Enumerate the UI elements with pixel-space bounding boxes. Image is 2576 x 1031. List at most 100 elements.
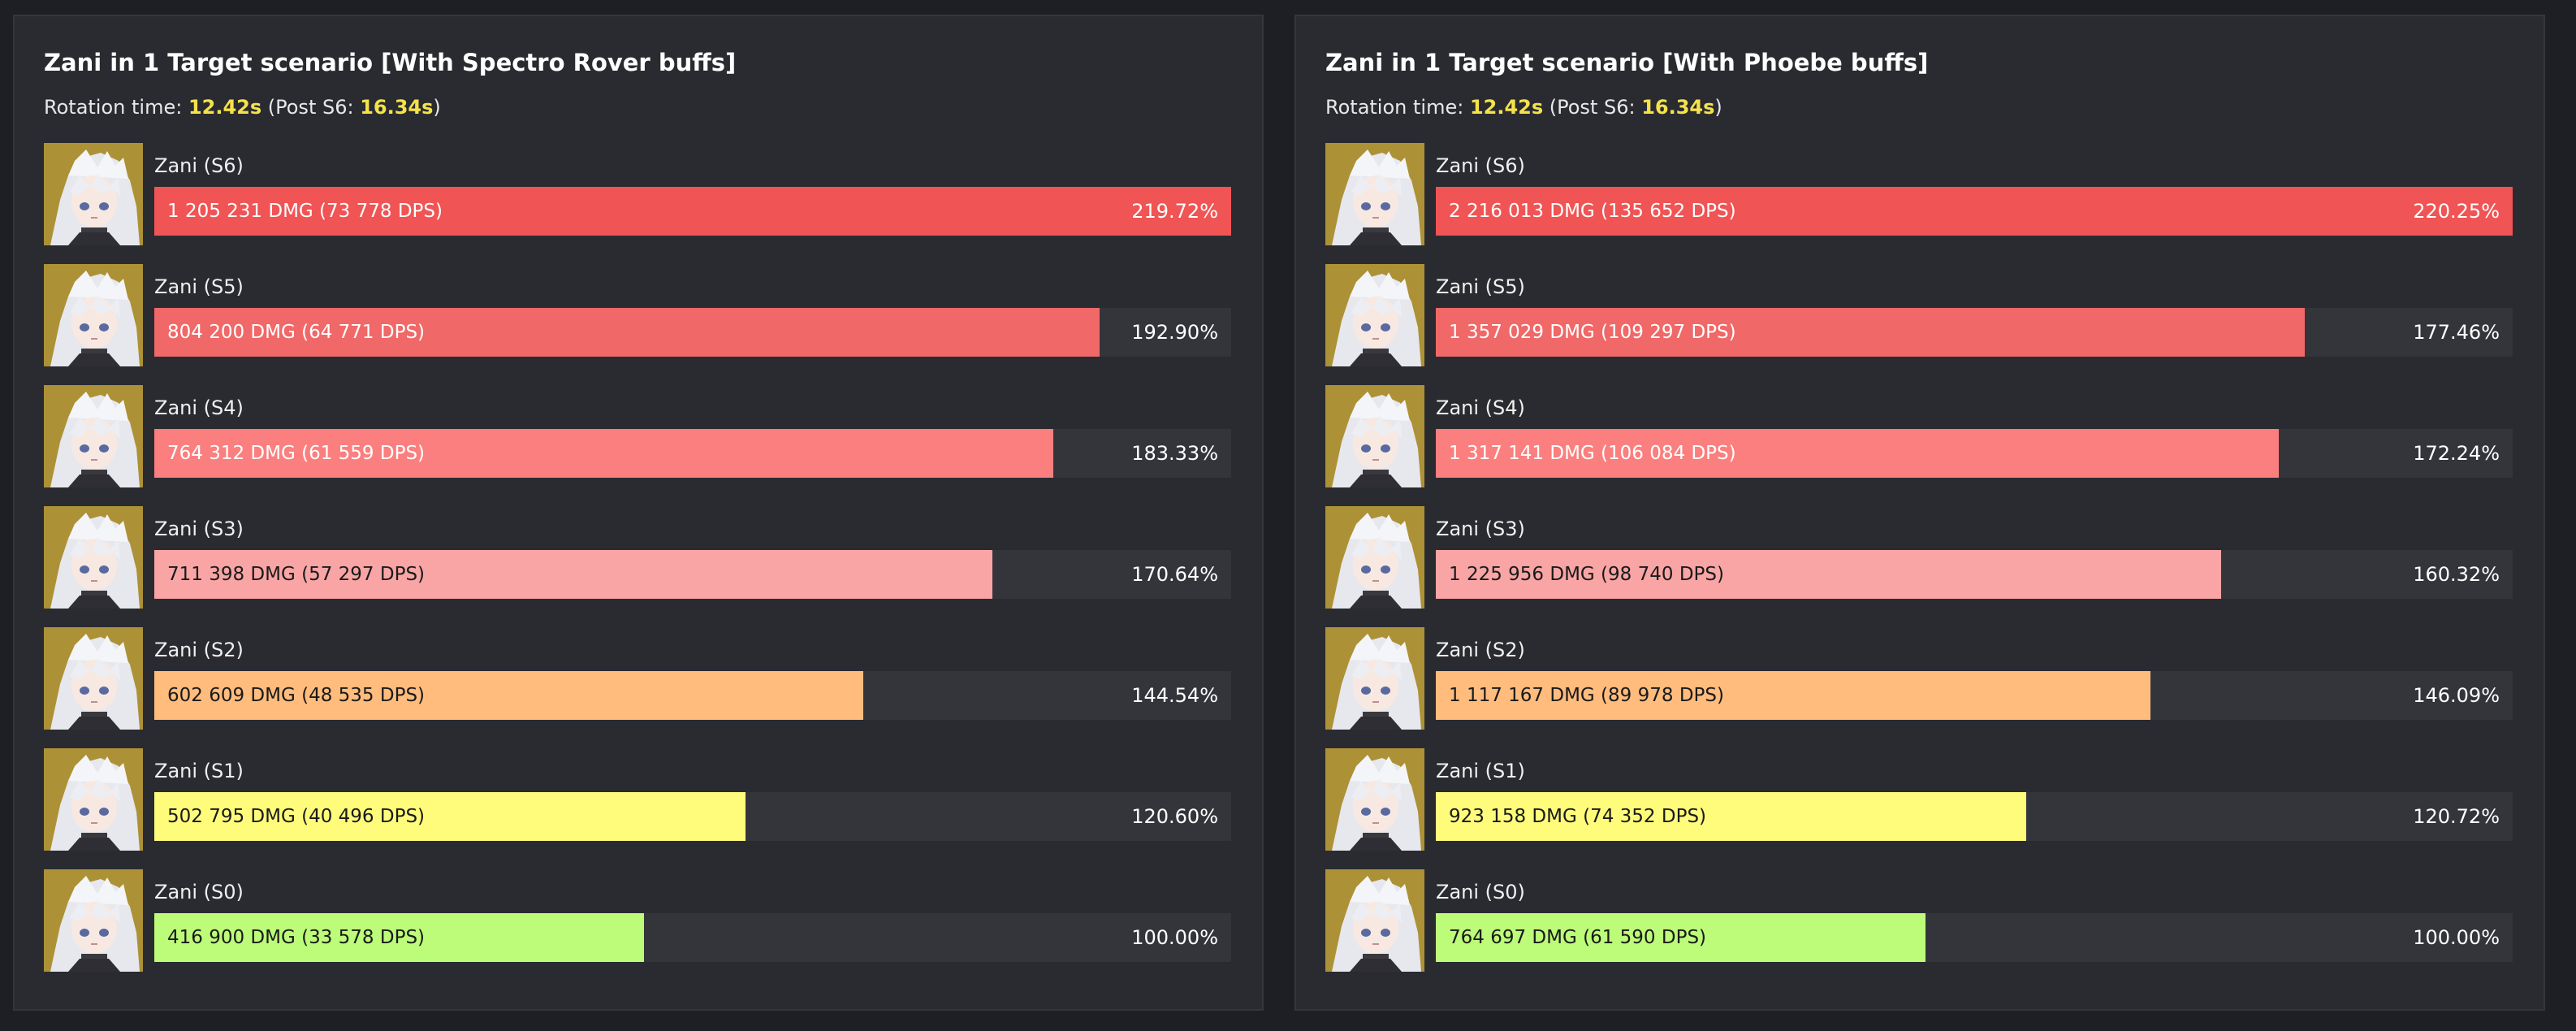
bar-percent-label: 192.90%	[1131, 321, 1218, 344]
zani-portrait-icon	[1325, 748, 1424, 851]
bar-fill	[154, 550, 992, 599]
bar-track: 711 398 DMG (57 297 DPS) 170.64%	[154, 550, 1231, 599]
bar-track: 1 225 956 DMG (98 740 DPS) 160.32%	[1436, 550, 2513, 599]
bar-fill	[1436, 429, 2279, 478]
bar-value-label: 602 609 DMG (48 535 DPS)	[167, 685, 426, 706]
bar-percent-label: 120.60%	[1131, 805, 1218, 828]
bar-row: Zani (S2) 602 609 DMG (48 535 DPS) 144.54%	[44, 627, 1231, 731]
zani-portrait-icon	[44, 506, 143, 609]
bar-percent-label: 146.09%	[2413, 684, 2500, 707]
bar-track: 1 205 231 DMG (73 778 DPS) 219.72%	[154, 187, 1231, 236]
category-label: Zani (S4)	[1436, 396, 1525, 419]
bar-row: Zani (S6) 2 216 013 DMG (135 652 DPS) 220.…	[1325, 143, 2513, 247]
bar-percent-label: 160.32%	[2413, 563, 2500, 586]
chart-title: Zani in 1 Target scenario [With Spectro …	[44, 49, 737, 76]
bar-percent-label: 144.54%	[1131, 684, 1218, 707]
post-s6-time-value: 16.34s	[1641, 96, 1715, 119]
category-label: Zani (S6)	[1436, 154, 1525, 177]
bar-row: Zani (S4) 764 312 DMG (61 559 DPS) 183.33%	[44, 385, 1231, 489]
bar-row: Zani (S6) 1 205 231 DMG (73 778 DPS) 219.7…	[44, 143, 1231, 247]
chart-panel-phoebe: Zani in 1 Target scenario [With Phoebe b…	[1294, 15, 2545, 1011]
bar-row: Zani (S4) 1 317 141 DMG (106 084 DPS) 172.…	[1325, 385, 2513, 489]
category-label: Zani (S0)	[154, 881, 244, 903]
category-label: Zani (S6)	[154, 154, 244, 177]
bar-percent-label: 183.33%	[1131, 442, 1218, 465]
bar-row: Zani (S5) 1 357 029 DMG (109 297 DPS) 177.…	[1325, 264, 2513, 368]
category-label: Zani (S5)	[1436, 275, 1525, 298]
bar-value-label: 1 225 956 DMG (98 740 DPS)	[1449, 564, 1724, 585]
bar-row: Zani (S1) 923 158 DMG (74 352 DPS) 120.72%	[1325, 748, 2513, 852]
bar-track: 502 795 DMG (40 496 DPS) 120.60%	[154, 792, 1231, 841]
zani-portrait-icon	[1325, 385, 1424, 487]
zani-portrait-icon	[44, 385, 143, 487]
bar-percent-label: 219.72%	[1131, 200, 1218, 223]
category-label: Zani (S0)	[1436, 881, 1525, 903]
bar-fill	[154, 429, 1053, 478]
rotation-prefix: Rotation time:	[1325, 96, 1470, 119]
rotation-suffix: )	[1714, 96, 1722, 119]
category-label: Zani (S2)	[154, 639, 244, 661]
rotation-time-line: Rotation time: 12.42s (Post S6: 16.34s)	[44, 96, 441, 119]
bar-track: 923 158 DMG (74 352 DPS) 120.72%	[1436, 792, 2513, 841]
category-label: Zani (S4)	[154, 396, 244, 419]
bar-value-label: 1 317 141 DMG (106 084 DPS)	[1449, 443, 1736, 464]
zani-portrait-icon	[44, 264, 143, 366]
bar-row: Zani (S1) 502 795 DMG (40 496 DPS) 120.60%	[44, 748, 1231, 852]
post-s6-time-value: 16.34s	[360, 96, 434, 119]
bar-fill	[154, 792, 746, 841]
bar-fill	[1436, 913, 1926, 962]
bar-fill	[154, 187, 1231, 236]
zani-portrait-icon	[44, 143, 143, 245]
bar-value-label: 416 900 DMG (33 578 DPS)	[167, 927, 426, 948]
bar-fill	[154, 671, 863, 720]
bar-percent-label: 172.24%	[2413, 442, 2500, 465]
bar-value-label: 502 795 DMG (40 496 DPS)	[167, 806, 426, 827]
category-label: Zani (S1)	[1436, 760, 1525, 782]
bar-fill	[1436, 550, 2221, 599]
category-label: Zani (S3)	[154, 518, 244, 540]
chart-panel-spectro-rover: Zani in 1 Target scenario [With Spectro …	[13, 15, 1264, 1011]
rotation-prefix: Rotation time:	[44, 96, 188, 119]
bar-value-label: 764 312 DMG (61 559 DPS)	[167, 443, 426, 464]
bar-value-label: 1 357 029 DMG (109 297 DPS)	[1449, 322, 1736, 343]
bar-row: Zani (S3) 1 225 956 DMG (98 740 DPS) 160.3…	[1325, 506, 2513, 610]
rotation-mid: (Post S6:	[261, 96, 361, 119]
bar-track: 416 900 DMG (33 578 DPS) 100.00%	[154, 913, 1231, 962]
bar-percent-label: 177.46%	[2413, 321, 2500, 344]
bar-fill	[1436, 187, 2513, 236]
bar-fill	[154, 308, 1100, 357]
bar-percent-label: 100.00%	[2413, 926, 2500, 949]
zani-portrait-icon	[44, 748, 143, 851]
category-label: Zani (S1)	[154, 760, 244, 782]
rotation-time-value: 12.42s	[1469, 96, 1544, 119]
bar-track: 764 312 DMG (61 559 DPS) 183.33%	[154, 429, 1231, 478]
bar-track: 1 317 141 DMG (106 084 DPS) 172.24%	[1436, 429, 2513, 478]
bar-row: Zani (S0) 764 697 DMG (61 590 DPS) 100.00%	[1325, 869, 2513, 973]
bar-row: Zani (S0) 416 900 DMG (33 578 DPS) 100.00%	[44, 869, 1231, 973]
bar-value-label: 2 216 013 DMG (135 652 DPS)	[1449, 201, 1736, 222]
category-label: Zani (S2)	[1436, 639, 1525, 661]
category-label: Zani (S3)	[1436, 518, 1525, 540]
bar-fill	[154, 913, 644, 962]
zani-portrait-icon	[44, 627, 143, 730]
bar-track: 1 357 029 DMG (109 297 DPS) 177.46%	[1436, 308, 2513, 357]
bar-value-label: 711 398 DMG (57 297 DPS)	[167, 564, 426, 585]
zani-portrait-icon	[1325, 506, 1424, 609]
bar-row: Zani (S3) 711 398 DMG (57 297 DPS) 170.64%	[44, 506, 1231, 610]
bar-row: Zani (S2) 1 117 167 DMG (89 978 DPS) 146.0…	[1325, 627, 2513, 731]
zani-portrait-icon	[44, 869, 143, 972]
bar-fill	[1436, 792, 2026, 841]
zani-portrait-icon	[1325, 143, 1424, 245]
bar-percent-label: 170.64%	[1131, 563, 1218, 586]
bar-fill	[1436, 308, 2305, 357]
bar-percent-label: 120.72%	[2413, 805, 2500, 828]
bar-row: Zani (S5) 804 200 DMG (64 771 DPS) 192.90%	[44, 264, 1231, 368]
zani-portrait-icon	[1325, 869, 1424, 972]
bar-percent-label: 100.00%	[1131, 926, 1218, 949]
zani-portrait-icon	[1325, 264, 1424, 366]
rotation-suffix: )	[433, 96, 441, 119]
rotation-mid: (Post S6:	[1543, 96, 1642, 119]
bar-track: 2 216 013 DMG (135 652 DPS) 220.25%	[1436, 187, 2513, 236]
bar-value-label: 764 697 DMG (61 590 DPS)	[1449, 927, 1707, 948]
rotation-time-line: Rotation time: 12.42s (Post S6: 16.34s)	[1325, 96, 1722, 119]
